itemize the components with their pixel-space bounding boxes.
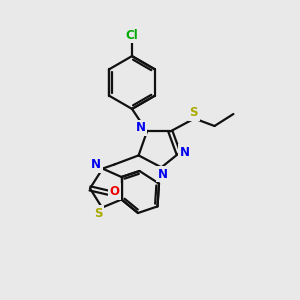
Text: N: N bbox=[158, 167, 168, 181]
Text: Cl: Cl bbox=[126, 28, 138, 42]
Text: S: S bbox=[190, 106, 198, 119]
Text: O: O bbox=[110, 185, 120, 198]
Text: N: N bbox=[180, 146, 190, 159]
Text: S: S bbox=[94, 207, 103, 220]
Text: N: N bbox=[135, 121, 146, 134]
Text: N: N bbox=[91, 158, 101, 172]
